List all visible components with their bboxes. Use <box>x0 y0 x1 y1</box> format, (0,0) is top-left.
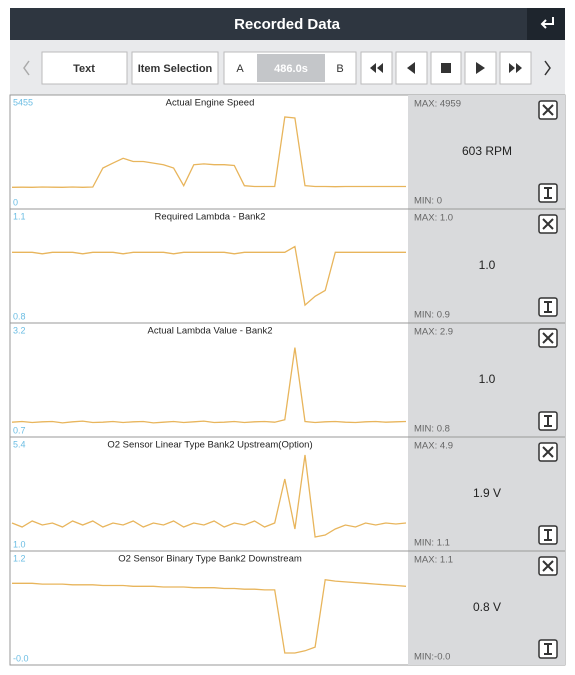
current-value: 1.0 <box>479 258 496 272</box>
close-icon <box>542 446 554 458</box>
current-value: 603 RPM <box>462 144 512 158</box>
data-line <box>12 245 406 307</box>
fast-forward-icon <box>509 63 522 73</box>
y-tick-label: 1.2 <box>13 553 26 563</box>
max-label: MAX: 4959 <box>414 99 461 110</box>
item-selection-button[interactable] <box>131 51 219 85</box>
close-icon <box>542 104 554 116</box>
rewind-icon <box>370 63 383 73</box>
header-bar <box>10 8 565 40</box>
prev-arrow[interactable] <box>23 60 30 76</box>
min-label: MIN: 0 <box>414 196 442 207</box>
y-tick-label: -0.0 <box>13 653 29 663</box>
max-label: MAX: 1.0 <box>414 213 453 224</box>
fast-forward-button[interactable] <box>499 51 532 85</box>
current-value: 1.9 V <box>473 486 501 500</box>
y-tick-label: 3.2 <box>13 325 26 335</box>
y-tick-label: 5.4 <box>13 439 26 449</box>
playback-controls <box>360 51 532 85</box>
min-label: MIN: 0.8 <box>414 424 450 435</box>
close-icon <box>542 560 554 572</box>
item-selection-label: Item Selection <box>138 63 213 75</box>
data-line <box>11 116 406 188</box>
y-tick-label: 1.1 <box>13 211 26 221</box>
chart-title: O2 Sensor Linear Type Bank2 Upstream(Opt… <box>107 440 312 451</box>
max-label: MAX: 4.9 <box>414 441 453 452</box>
max-label: MAX: 2.9 <box>414 327 453 338</box>
chart-title: Actual Engine Speed <box>166 98 255 109</box>
scale-icon <box>544 529 552 541</box>
header-title: Recorded Data <box>234 16 341 33</box>
min-label: MIN: 0.9 <box>414 310 450 321</box>
rewind-button[interactable] <box>360 51 393 85</box>
data-line <box>11 347 407 424</box>
time-value: 486.0s <box>274 63 308 75</box>
play-icon <box>476 62 485 74</box>
text-button-label: Text <box>73 63 95 75</box>
next-arrow[interactable] <box>544 60 551 76</box>
scale-icon <box>544 187 552 199</box>
current-value: 0.8 V <box>473 600 501 614</box>
back-icon <box>540 17 554 29</box>
y-tick-label: 0.7 <box>13 425 26 435</box>
step-back-icon <box>407 62 415 74</box>
text-button[interactable] <box>41 51 128 85</box>
data-line <box>11 454 407 538</box>
chart-title: O2 Sensor Binary Type Bank2 Downstream <box>118 554 302 565</box>
scale-icon <box>544 301 552 313</box>
y-tick-label: 0 <box>13 197 18 207</box>
y-tick-label: 0.8 <box>13 311 26 321</box>
min-label: MIN:-0.0 <box>414 652 450 663</box>
min-label: MIN: 1.1 <box>414 538 450 549</box>
scale-icon <box>544 643 552 655</box>
y-tick-label: 5455 <box>13 97 33 107</box>
b-label[interactable]: B <box>336 63 343 75</box>
time-box <box>257 54 325 82</box>
scale-icon <box>544 415 552 427</box>
chart-title: Actual Lambda Value - Bank2 <box>148 326 273 337</box>
close-icon <box>542 218 554 230</box>
close-icon <box>542 332 554 344</box>
y-tick-label: 1.0 <box>13 539 26 549</box>
a-label[interactable]: A <box>236 63 244 75</box>
data-line <box>12 578 407 654</box>
stop-icon <box>441 63 451 73</box>
max-label: MAX: 1.1 <box>414 555 453 566</box>
current-value: 1.0 <box>479 372 496 386</box>
chart-title: Required Lambda - Bank2 <box>155 212 266 223</box>
